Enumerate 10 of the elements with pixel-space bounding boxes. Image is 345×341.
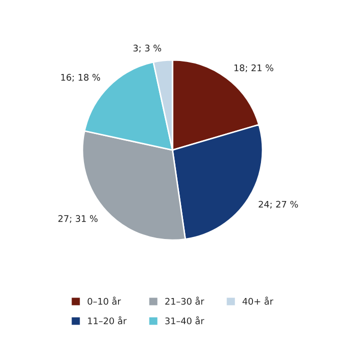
data-label: 18; 21 % (234, 64, 274, 72)
legend-label: 40+ år (242, 296, 274, 305)
legend-label: 11–20 år (88, 316, 127, 324)
legend-label: 21–30 år (165, 296, 204, 305)
data-label: 27; 31 % (58, 215, 98, 223)
legend-label: 0–10 år (88, 296, 121, 305)
data-label: 3; 3 % (133, 44, 162, 52)
legend-label: 31–40 år (165, 316, 204, 324)
data-label: 16; 18 % (61, 74, 100, 82)
data-label: 24; 27 % (258, 200, 298, 209)
